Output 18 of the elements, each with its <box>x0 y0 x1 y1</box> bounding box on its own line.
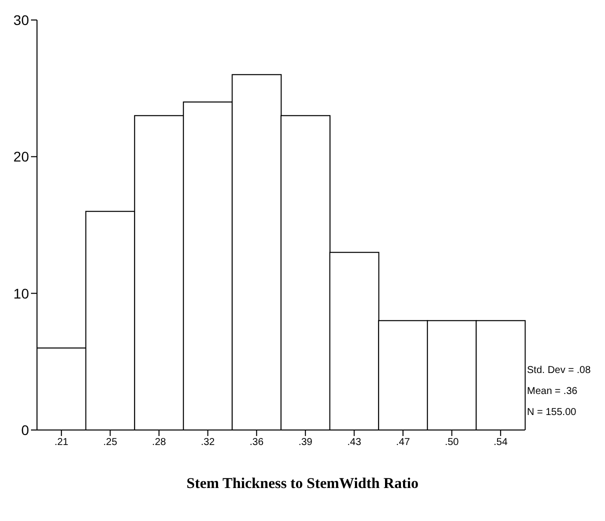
x-tick-label: .43 <box>347 437 362 448</box>
x-tick-label: .54 <box>494 437 508 448</box>
text: N = 155.00 <box>527 406 578 420</box>
y-tick-label: 0 <box>21 422 30 438</box>
y-tick-label: 30 <box>13 12 30 28</box>
x-tick-label: .25 <box>103 437 118 448</box>
text: Mean = .36 <box>527 385 578 399</box>
x-tick-label: .28 <box>152 437 166 448</box>
x-axis-title: Stem Thickness to StemWidth Ratio <box>186 476 420 493</box>
x-tick-label: .39 <box>298 437 313 448</box>
x-tick-label: .47 <box>396 437 410 448</box>
x-tick-label: .21 <box>54 437 69 448</box>
x-tick-label: .32 <box>200 437 216 448</box>
x-tick-label: .36 <box>250 437 264 448</box>
x-tick-label: .50 <box>444 437 460 448</box>
text: Std. Dev = .08 <box>527 364 591 378</box>
y-tick-label: 20 <box>13 148 30 165</box>
y-tick-label: 10 <box>13 285 30 302</box>
